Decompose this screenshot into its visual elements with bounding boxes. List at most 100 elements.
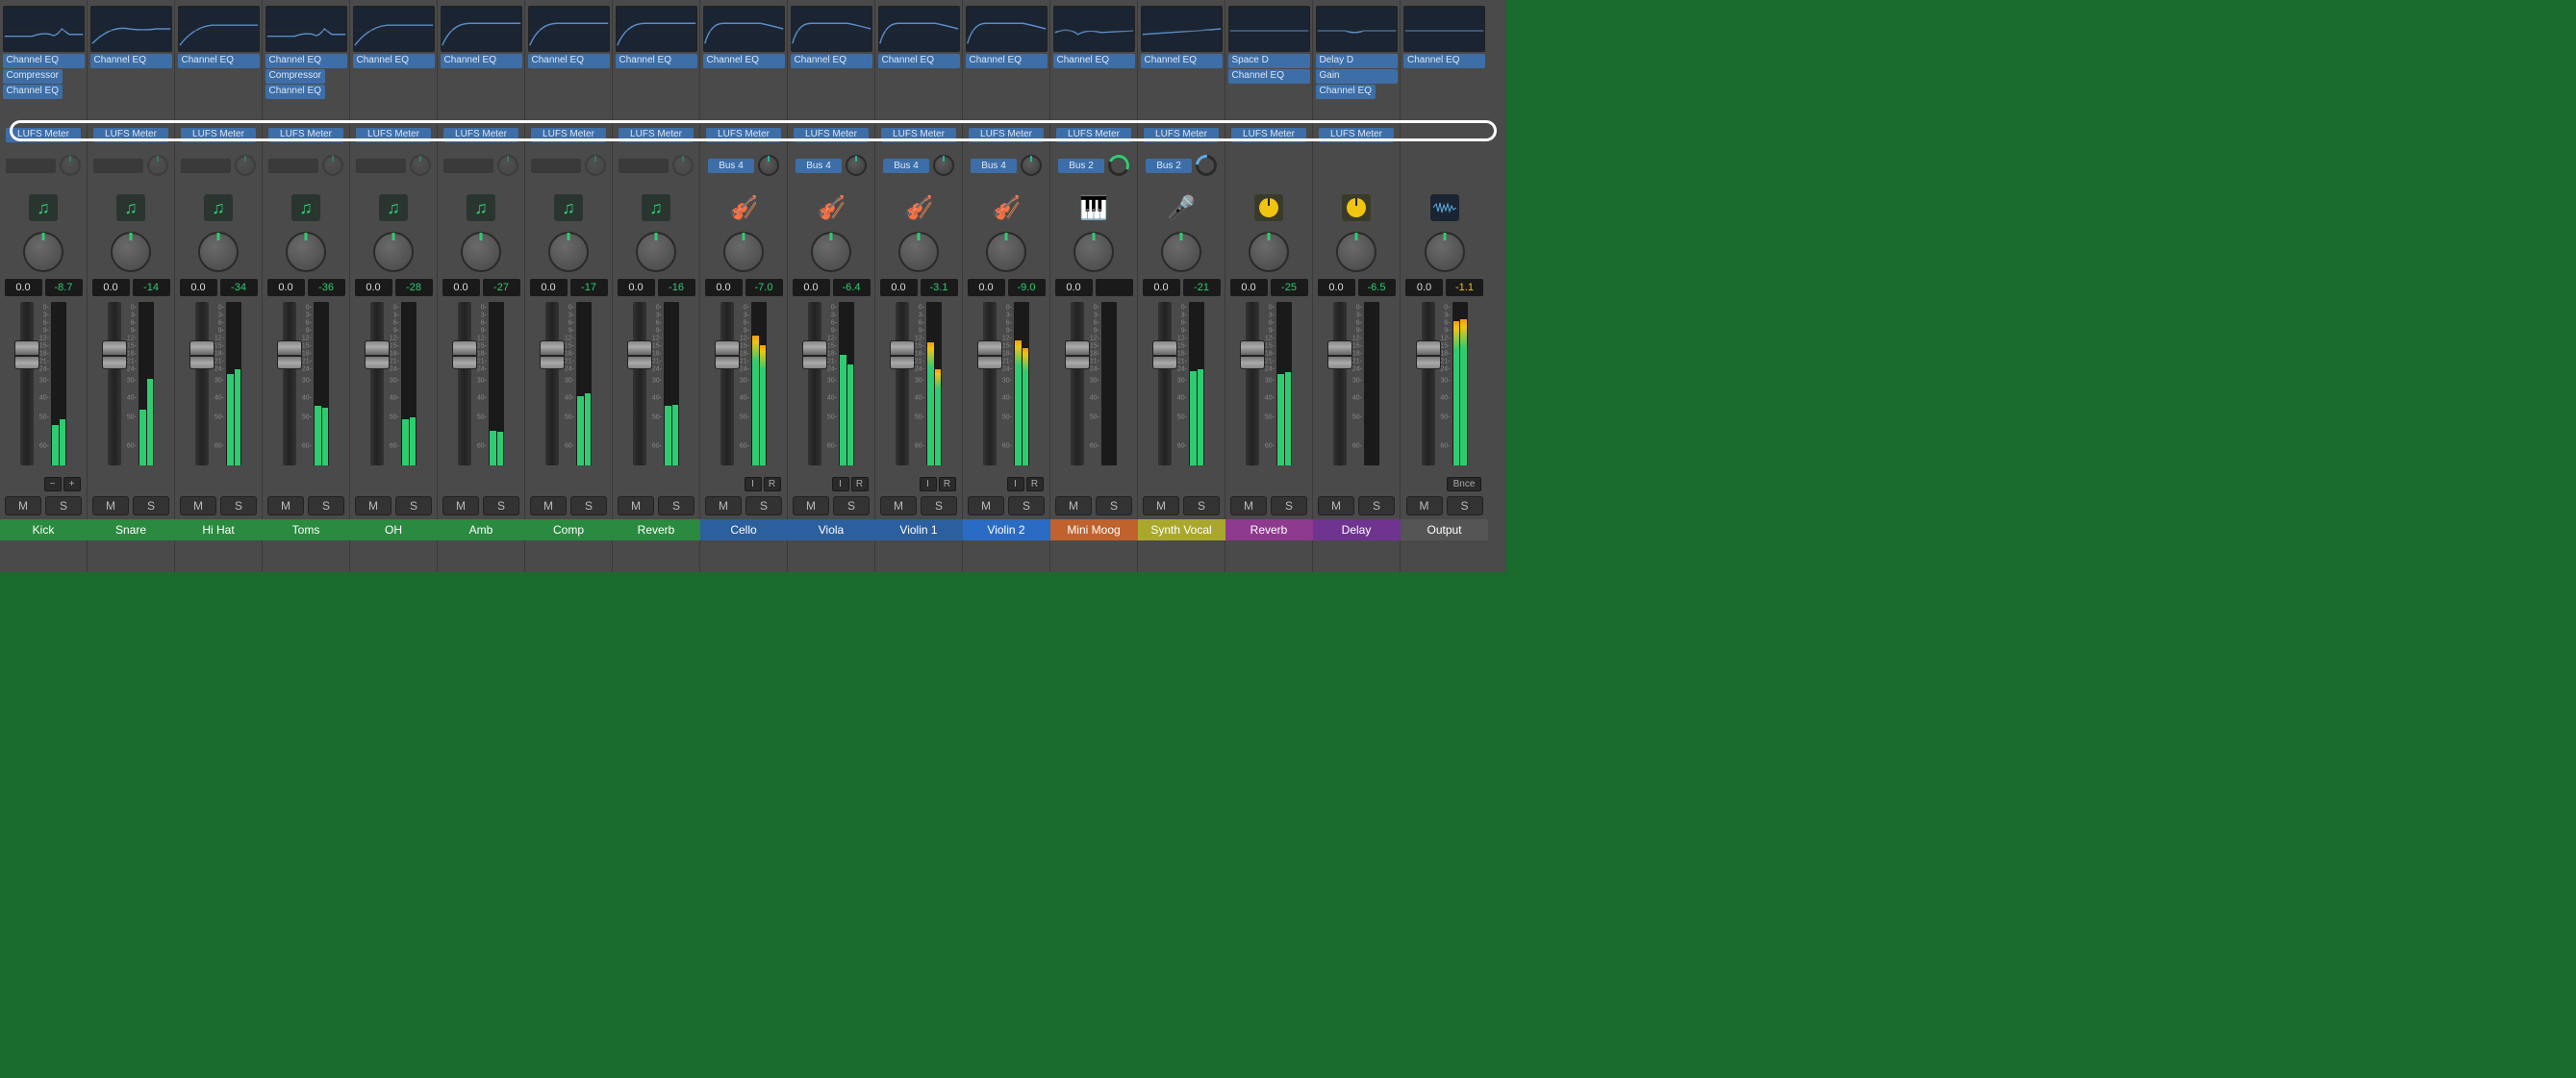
- lufs-meter-slot[interactable]: LUFS Meter: [969, 128, 1044, 142]
- gain-readout[interactable]: -25: [1271, 279, 1308, 296]
- fader-track[interactable]: [1333, 302, 1347, 465]
- fader-track[interactable]: [720, 302, 734, 465]
- pan-readout[interactable]: 0.0: [1055, 279, 1093, 296]
- mute-button[interactable]: M: [1055, 496, 1092, 515]
- music-note-icon[interactable]: ♫: [554, 194, 583, 221]
- insert-slot[interactable]: Channel EQ: [1228, 69, 1310, 84]
- eq-thumbnail[interactable]: [616, 6, 697, 52]
- solo-button[interactable]: S: [1447, 496, 1483, 515]
- pan-knob[interactable]: [23, 232, 63, 272]
- send-slot-empty[interactable]: [443, 159, 493, 173]
- insert-slot[interactable]: Channel EQ: [528, 54, 610, 68]
- send-slot-empty[interactable]: [93, 159, 143, 173]
- eq-thumbnail[interactable]: [1053, 6, 1135, 52]
- solo-button[interactable]: S: [45, 496, 82, 515]
- mute-button[interactable]: M: [180, 496, 216, 515]
- insert-slot[interactable]: Delay D: [1316, 54, 1398, 68]
- insert-slot[interactable]: Channel EQ: [353, 54, 435, 68]
- gain-readout[interactable]: -27: [483, 279, 520, 296]
- pan-readout[interactable]: 0.0: [267, 279, 305, 296]
- lufs-meter-slot[interactable]: LUFS Meter: [181, 128, 256, 142]
- send-bus-slot[interactable]: Bus 2: [1146, 159, 1192, 173]
- pan-readout[interactable]: 0.0: [5, 279, 42, 296]
- pan-readout[interactable]: 0.0: [442, 279, 480, 296]
- solo-button[interactable]: S: [833, 496, 870, 515]
- fx-knob-icon[interactable]: [1254, 194, 1283, 221]
- send-level-knob[interactable]: [497, 155, 518, 176]
- mute-button[interactable]: M: [968, 496, 1004, 515]
- send-level-knob[interactable]: [758, 155, 779, 176]
- gain-readout[interactable]: -28: [395, 279, 433, 296]
- track-name-strip[interactable]: Delay: [1313, 519, 1401, 540]
- send-slot-empty[interactable]: [356, 159, 406, 173]
- pan-knob[interactable]: [548, 232, 589, 272]
- insert-slot[interactable]: Compressor: [3, 69, 63, 84]
- pan-knob[interactable]: [198, 232, 239, 272]
- solo-button[interactable]: S: [570, 496, 607, 515]
- solo-button[interactable]: S: [220, 496, 257, 515]
- send-slot-empty[interactable]: [181, 159, 231, 173]
- mini-button[interactable]: −: [44, 477, 62, 491]
- waveform-icon[interactable]: [1430, 194, 1459, 221]
- send-level-knob[interactable]: [235, 155, 256, 176]
- fader-track[interactable]: [896, 302, 909, 465]
- fader-track[interactable]: [545, 302, 559, 465]
- gain-readout[interactable]: -21: [1183, 279, 1221, 296]
- track-name-strip[interactable]: Amb: [438, 519, 525, 540]
- fader-track[interactable]: [983, 302, 997, 465]
- insert-slot[interactable]: Space D: [1228, 54, 1310, 68]
- solo-button[interactable]: S: [483, 496, 519, 515]
- lufs-meter-slot[interactable]: LUFS Meter: [1319, 128, 1394, 142]
- gain-readout[interactable]: -9.0: [1008, 279, 1046, 296]
- track-name-strip[interactable]: Violin 2: [963, 519, 1050, 540]
- mini-button[interactable]: I: [832, 477, 849, 491]
- track-name-strip[interactable]: Synth Vocal: [1138, 519, 1225, 540]
- lufs-meter-slot[interactable]: LUFS Meter: [1056, 128, 1131, 142]
- fader-track[interactable]: [1158, 302, 1172, 465]
- gain-readout[interactable]: -7.0: [745, 279, 783, 296]
- music-note-icon[interactable]: ♫: [379, 194, 408, 221]
- eq-thumbnail[interactable]: [178, 6, 260, 52]
- eq-thumbnail[interactable]: [878, 6, 960, 52]
- pan-readout[interactable]: 0.0: [968, 279, 1005, 296]
- track-name-strip[interactable]: Output: [1401, 519, 1488, 540]
- mini-button[interactable]: R: [939, 477, 956, 491]
- send-level-ring[interactable]: [1196, 155, 1217, 176]
- insert-slot[interactable]: Channel EQ: [1141, 54, 1223, 68]
- track-name-strip[interactable]: Hi Hat: [175, 519, 263, 540]
- fx-knob-icon[interactable]: [1342, 194, 1371, 221]
- eq-thumbnail[interactable]: [791, 6, 872, 52]
- insert-slot[interactable]: Channel EQ: [1053, 54, 1135, 68]
- pan-readout[interactable]: 0.0: [530, 279, 568, 296]
- track-name-strip[interactable]: Comp: [525, 519, 613, 540]
- insert-slot[interactable]: Channel EQ: [1403, 54, 1485, 68]
- mini-button[interactable]: R: [851, 477, 869, 491]
- insert-slot[interactable]: Gain: [1316, 69, 1398, 84]
- instrument-icon[interactable]: 🎻: [723, 192, 764, 223]
- gain-readout[interactable]: -6.4: [833, 279, 871, 296]
- pan-knob[interactable]: [811, 232, 851, 272]
- fader-track[interactable]: [1246, 302, 1259, 465]
- gain-readout[interactable]: -3.1: [921, 279, 958, 296]
- mini-button[interactable]: +: [63, 477, 81, 491]
- pan-readout[interactable]: 0.0: [1143, 279, 1180, 296]
- lufs-meter-slot[interactable]: LUFS Meter: [794, 128, 869, 142]
- send-level-knob[interactable]: [410, 155, 431, 176]
- eq-thumbnail[interactable]: [1141, 6, 1223, 52]
- mute-button[interactable]: M: [92, 496, 129, 515]
- solo-button[interactable]: S: [1096, 496, 1132, 515]
- mute-button[interactable]: M: [355, 496, 391, 515]
- track-name-strip[interactable]: Cello: [700, 519, 788, 540]
- pan-readout[interactable]: 0.0: [705, 279, 743, 296]
- pan-knob[interactable]: [461, 232, 501, 272]
- send-slot-empty[interactable]: [619, 159, 669, 173]
- eq-thumbnail[interactable]: [966, 6, 1048, 52]
- mini-button[interactable]: R: [764, 477, 781, 491]
- track-name-strip[interactable]: Snare: [88, 519, 175, 540]
- pan-knob[interactable]: [1425, 232, 1465, 272]
- insert-slot[interactable]: Channel EQ: [791, 54, 872, 68]
- mute-button[interactable]: M: [442, 496, 479, 515]
- pan-readout[interactable]: 0.0: [92, 279, 130, 296]
- insert-slot[interactable]: Channel EQ: [90, 54, 172, 68]
- mute-button[interactable]: M: [530, 496, 567, 515]
